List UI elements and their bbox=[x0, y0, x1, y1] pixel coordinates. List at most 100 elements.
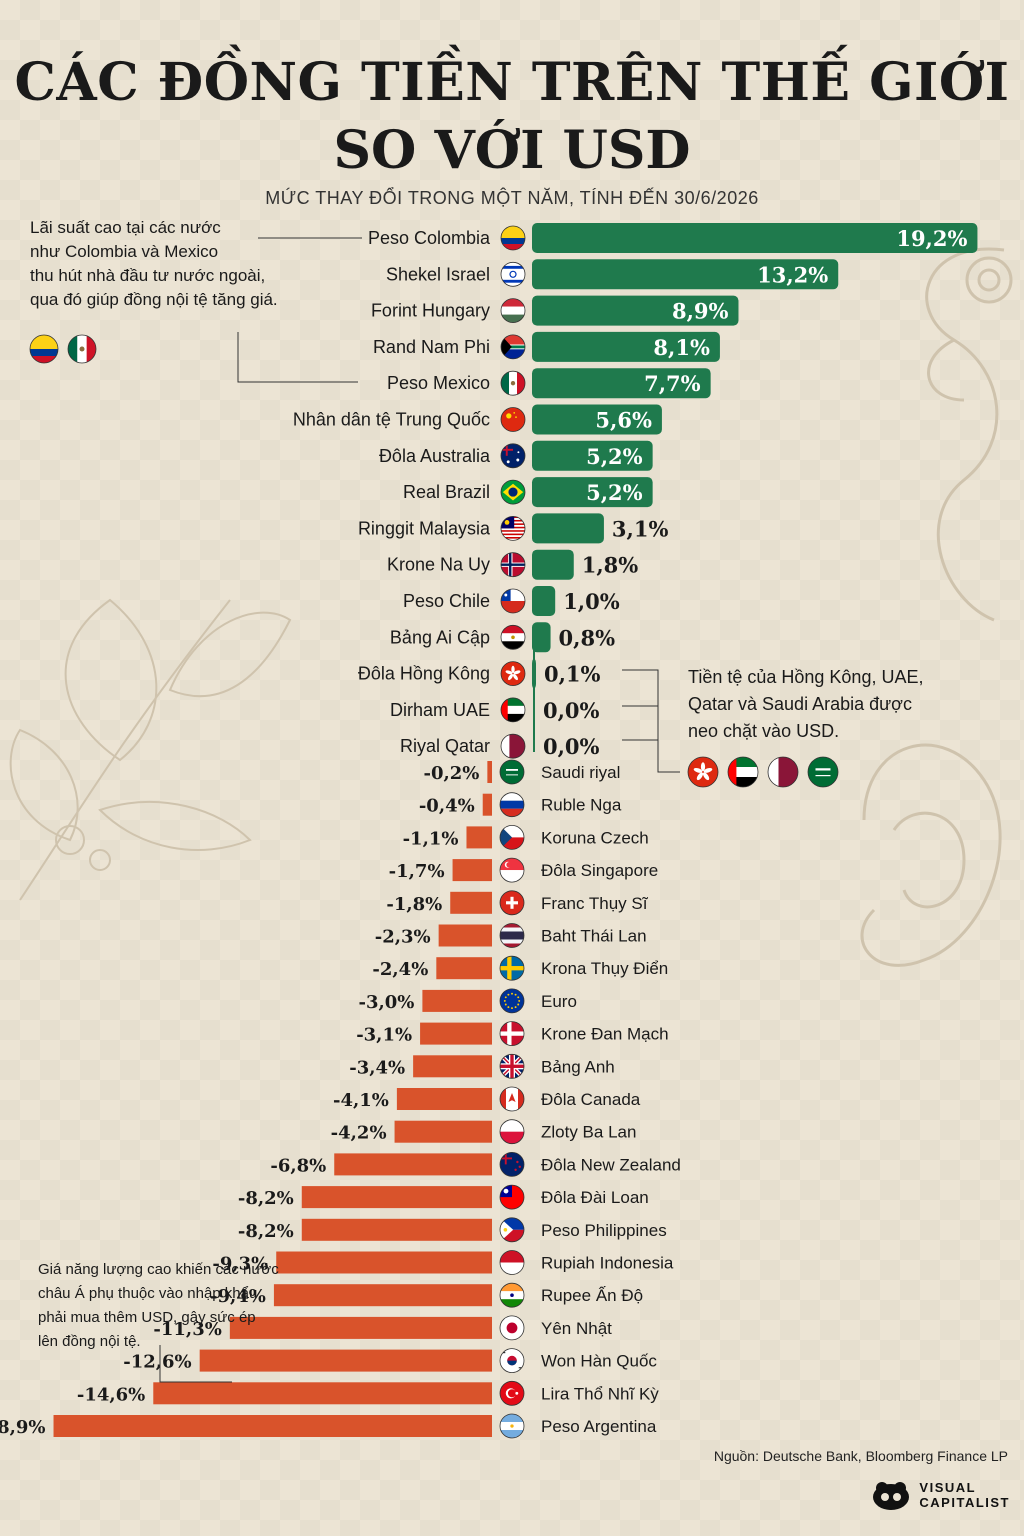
category-label: Nhân dân tệ Trung Quốc bbox=[293, 410, 490, 430]
logo-line-1: VISUAL bbox=[919, 1480, 977, 1495]
flag-il-icon bbox=[500, 261, 526, 287]
value-label: 0,0% bbox=[543, 698, 600, 723]
category-label: Ruble Nga bbox=[541, 796, 622, 815]
bar bbox=[413, 1055, 492, 1078]
bar-row: Won Hàn Quốc -12,6% bbox=[123, 1348, 657, 1373]
category-label: Krona Thụy Điển bbox=[541, 959, 668, 978]
category-label: Won Hàn Quốc bbox=[541, 1352, 657, 1371]
note-line: lên đồng nội tệ. bbox=[38, 1333, 141, 1350]
bar-row: Euro -3,0% bbox=[359, 988, 577, 1014]
value-label: -8,2% bbox=[238, 1221, 294, 1242]
category-label: Baht Thái Lan bbox=[541, 927, 647, 946]
flag-sa-icon bbox=[807, 756, 839, 788]
category-label: Forint Hungary bbox=[371, 301, 490, 321]
flag-ae-icon bbox=[500, 697, 526, 723]
category-label: Riyal Qatar bbox=[400, 736, 490, 756]
bar-row: Peso Colombia 19,2% bbox=[368, 223, 978, 253]
bar-row: Krona Thụy Điển -2,4% bbox=[372, 955, 668, 981]
bar-row: Zloty Ba Lan -4,2% bbox=[331, 1119, 636, 1145]
category-label: Koruna Czech bbox=[541, 828, 649, 847]
value-label: -0,4% bbox=[419, 796, 475, 817]
note-line: như Colombia và Mexico bbox=[30, 242, 219, 261]
value-label: -11,3% bbox=[153, 1319, 221, 1340]
note-line: Tiền tệ của Hồng Kông, UAE, bbox=[688, 667, 924, 687]
value-label: 1,8% bbox=[582, 553, 639, 578]
flag-tr-icon bbox=[499, 1380, 525, 1406]
value-label: -9,4% bbox=[210, 1286, 266, 1307]
flag-jp-icon bbox=[499, 1315, 525, 1341]
flag-kr-icon bbox=[499, 1348, 525, 1373]
bar-row: Krone Na Uy 1,8% bbox=[387, 549, 639, 580]
bar bbox=[532, 513, 604, 544]
value-label: -1,1% bbox=[403, 828, 459, 849]
category-label: Franc Thụy Sĩ bbox=[541, 894, 649, 913]
title-line-1: CÁC ĐỒNG TIỀN TRÊN THẾ GIỚI bbox=[14, 52, 1010, 113]
value-label: -18,9% bbox=[0, 1417, 46, 1438]
category-label: Rand Nam Phi bbox=[373, 337, 490, 357]
flag-sa-icon bbox=[499, 759, 525, 785]
value-label: -2,3% bbox=[375, 927, 431, 948]
bar bbox=[436, 957, 492, 980]
category-label: Đôla Canada bbox=[541, 1090, 641, 1109]
value-label: 8,1% bbox=[653, 335, 710, 360]
bar-row: Ruble Nga -0,4% bbox=[419, 792, 622, 818]
bar-row: Baht Thái Lan -2,3% bbox=[375, 923, 647, 948]
bar-row: Đôla Australia 5,2% bbox=[379, 440, 653, 471]
bar bbox=[532, 368, 711, 399]
note-pegged: Tiền tệ của Hồng Kông, UAE, Qatar và Sau… bbox=[688, 664, 923, 745]
flag-th-icon bbox=[499, 923, 525, 948]
flag-ae-icon bbox=[727, 756, 759, 788]
value-label: -4,2% bbox=[331, 1123, 387, 1144]
flag-ch-icon bbox=[499, 890, 525, 916]
bar bbox=[532, 331, 720, 362]
source-text: Nguồn: Deutsche Bank, Bloomberg Finance … bbox=[713, 1448, 1008, 1464]
bar bbox=[450, 891, 492, 914]
value-label: -3,1% bbox=[356, 1025, 412, 1046]
bar bbox=[273, 1284, 492, 1307]
bar bbox=[229, 1316, 492, 1339]
category-label: Bảng Anh bbox=[541, 1057, 615, 1076]
bar bbox=[466, 826, 492, 849]
value-label: -3,4% bbox=[349, 1057, 405, 1078]
bar bbox=[532, 295, 739, 326]
value-label: -14,6% bbox=[77, 1384, 145, 1405]
flag-se-icon bbox=[499, 955, 525, 981]
category-label: Rupiah Indonesia bbox=[541, 1254, 674, 1273]
flag-gb-icon bbox=[499, 1053, 525, 1079]
bar bbox=[532, 549, 574, 580]
bar bbox=[396, 1088, 492, 1110]
flag-eg-icon bbox=[500, 624, 526, 650]
flag-ca-icon bbox=[499, 1086, 525, 1112]
bar bbox=[301, 1218, 492, 1241]
bar-row: Lira Thổ Nhĩ Kỳ -14,6% bbox=[77, 1380, 659, 1406]
flag-co-icon bbox=[29, 334, 59, 364]
bar bbox=[334, 1153, 492, 1176]
value-label: 5,6% bbox=[595, 408, 652, 433]
bar-row: Peso Argentina -18,9% bbox=[0, 1413, 657, 1439]
bar-row: Yên Nhật -11,3% bbox=[153, 1315, 612, 1341]
bar bbox=[532, 404, 662, 435]
note-line: neo chặt vào USD. bbox=[688, 721, 840, 741]
category-label: Đôla New Zealand bbox=[541, 1155, 681, 1174]
category-label: Đôla Đài Loan bbox=[541, 1188, 649, 1207]
value-label: -9,3% bbox=[212, 1254, 268, 1275]
flag-qa-icon bbox=[500, 733, 526, 759]
bar-row: Ringgit Malaysia 3,1% bbox=[358, 513, 668, 544]
category-label: Đôla Singapore bbox=[541, 861, 658, 880]
bar bbox=[394, 1120, 492, 1143]
flag-hu-icon bbox=[500, 298, 526, 324]
flag-dk-icon bbox=[499, 1021, 525, 1046]
flag-br-icon bbox=[500, 479, 526, 505]
note-line: Giá năng lượng cao khiến các nước bbox=[38, 1261, 279, 1278]
flag-mx-icon bbox=[67, 334, 97, 364]
bar bbox=[438, 924, 492, 947]
bar-row: Đôla New Zealand -6,8% bbox=[270, 1152, 681, 1177]
value-label: -8,2% bbox=[238, 1188, 294, 1209]
bar-row: Rupee Ấn Độ -9,4% bbox=[210, 1282, 643, 1308]
flag-sg-icon bbox=[499, 857, 525, 883]
category-label: Peso Chile bbox=[403, 591, 490, 611]
bar bbox=[532, 586, 556, 616]
bar-row: Franc Thụy Sĩ -1,8% bbox=[386, 890, 649, 916]
value-label: 5,2% bbox=[586, 444, 643, 469]
